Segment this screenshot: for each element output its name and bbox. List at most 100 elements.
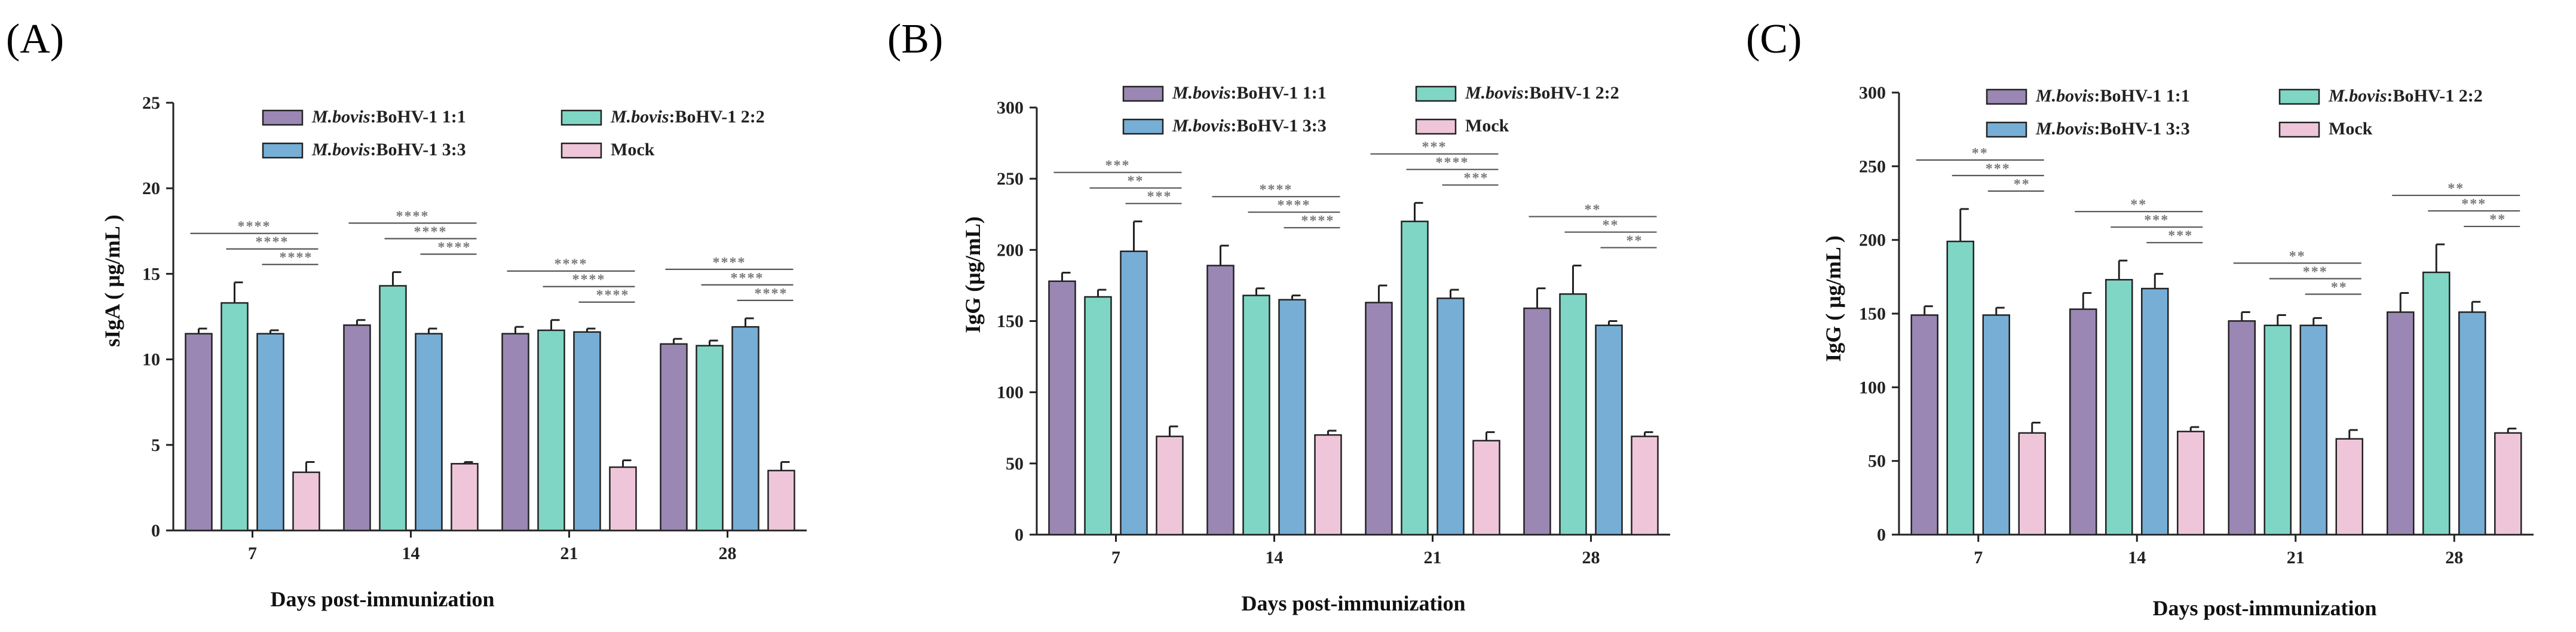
chart-c-sig-label: ** [2489,212,2506,228]
chart-c-ytick-label: 100 [1859,378,1886,397]
chart-a-bar [501,333,529,532]
chart-b-sig-label: *** [1105,158,1131,174]
chart-c-legend-swatch [1986,121,2027,138]
chart-c-bar [2018,432,2046,536]
chart-a-ytick-label: 5 [151,435,160,455]
chart-b-ytick-label: 300 [997,98,1024,118]
chart-b-sig-label: ** [1627,234,1643,249]
chart-b-bar [1401,220,1429,536]
chart-a-legend-italic: M.bovis [610,107,669,127]
chart-b-legend-rest: :BoHV-1 1:1 [1231,83,1327,103]
chart-b-bar [1365,302,1393,536]
chart-b-bar [1206,265,1235,536]
chart-b-sig-label: ** [1585,203,1601,218]
chart-a-legend-rest: :BoHV-1 2:2 [669,107,765,127]
chart-c-xlabel: Days post-immunization [2152,596,2376,620]
chart-c-legend-label: M.bovis:BoHV-1 1:1 [2035,86,2190,106]
chart-b-bar [1120,250,1148,536]
chart-b-sig-label: ** [1128,174,1144,189]
chart-b-xlabel: Days post-immunization [1241,591,1465,615]
chart-c-ytick-label: 250 [1859,157,1886,176]
panel-c: (C) 0501001502002503007*******14********… [1746,16,2534,620]
chart-c-bar [1982,314,2010,536]
panel-b: (B) 0501001502002503007********14*******… [887,16,1670,615]
chart-b-xtick-label: 7 [1111,548,1120,567]
chart-b-bar [1048,280,1076,536]
chart-b-legend-italic: M.bovis [1465,83,1524,103]
chart-c-legend-rest: :BoHV-1 2:2 [2387,86,2483,106]
chart-a-bar [609,466,637,532]
chart-b-sig-label: *** [1147,189,1172,205]
chart-b-sig-label: *** [1422,140,1447,155]
chart-c-bar [2335,438,2363,536]
chart-a-ytick-label: 25 [142,93,160,113]
chart-b-bar [1523,307,1551,536]
chart-b-sig-label: ** [1603,218,1619,234]
chart-b-legend-swatch [1122,85,1164,102]
chart-a-legend-label: M.bovis:BoHV-1 1:1 [311,107,466,127]
chart-a-bar [220,302,249,532]
chart-b-xtick-label: 28 [1582,548,1600,567]
chart-c-bar [2422,271,2451,536]
chart-c-legend-swatch [2278,88,2320,105]
chart-b-ytick-label: 150 [997,312,1024,332]
chart-a-xlabel: Days post-immunization [270,587,494,611]
chart-a-bar [573,331,601,532]
chart-a-ytick-label: 15 [142,264,160,284]
chart-b-bar [1436,297,1465,536]
chart-b-sig-label: **** [1301,213,1335,229]
chart-a-bar [379,285,407,532]
chart-b-bar [1278,299,1306,536]
chart-a-legend-rest: :BoHV-1 3:3 [370,140,466,159]
chart-b-legend-label: M.bovis:BoHV-1 3:3 [1172,116,1327,136]
chart-c-legend-swatch [1986,88,2027,105]
chart-c-sig-label: *** [1986,161,2011,177]
chart-b-ytick-label: 50 [1006,454,1024,474]
chart-a-bar [415,333,443,532]
chart-b-ytick-label: 100 [997,383,1024,403]
chart-b-legend-swatch [1415,85,1457,102]
chart-a-sig-label: **** [256,235,289,250]
chart-a-legend-label: M.bovis:BoHV-1 3:3 [311,140,466,159]
chart-b-legend-rest: :BoHV-1 2:2 [1524,83,1619,103]
chart-a-ytick-label: 20 [142,179,160,198]
chart-c-bar [2299,324,2327,536]
chart-a-bar [660,343,688,532]
chart-b-sig-label: **** [1436,155,1469,171]
chart-b-plot: 0501001502002503007********14***********… [997,83,1670,567]
chart-a-bar [256,333,284,532]
chart-c-sig-label: ** [1972,146,1989,161]
chart-b-sig-label: **** [1260,182,1293,198]
chart-c-legend-label: Mock [2329,119,2373,139]
chart-c-sig-label: *** [2303,265,2328,280]
chart-b-ylabel: IgG (μg/mL) [961,216,985,333]
chart-a-sig-label: **** [414,225,448,240]
chart-a-sig-label: **** [238,219,271,235]
chart-a-bar [767,470,795,532]
chart-a-bar [451,463,479,532]
chart-b-xtick-label: 21 [1424,548,1442,567]
chart-a-legend-swatch [262,109,304,126]
chart-b-sig-label: *** [1464,171,1489,186]
chart-b-legend-rest: Mock [1465,116,1509,136]
chart-c-ytick-label: 200 [1859,231,1886,250]
chart-a-sig-label: **** [572,272,606,288]
chart-c-ytick-label: 150 [1859,304,1886,324]
chart-a-sig-label: **** [438,240,471,256]
chart-c-legend-italic: M.bovis [2035,86,2094,106]
chart-a-sig-label: **** [555,257,588,272]
chart-c-bar [2177,431,2205,536]
chart-c-xtick-label: 28 [2445,548,2463,567]
chart-c-legend-swatch [2278,121,2320,138]
chart-c-ytick-label: 300 [1859,83,1886,103]
chart-c-bar [2141,287,2169,536]
chart-a-ytick-label: 10 [142,350,160,370]
chart-a-sig-label: **** [713,255,746,271]
chart-a-legend-swatch [560,142,602,159]
chart-b-ytick-label: 0 [1015,525,1024,545]
chart-a-legend-italic: M.bovis [311,107,370,127]
chart-c-bar [2228,320,2256,536]
chart-c-sig-label: ** [2014,177,2030,192]
chart-c-legend-label: M.bovis:BoHV-1 3:3 [2035,119,2190,139]
